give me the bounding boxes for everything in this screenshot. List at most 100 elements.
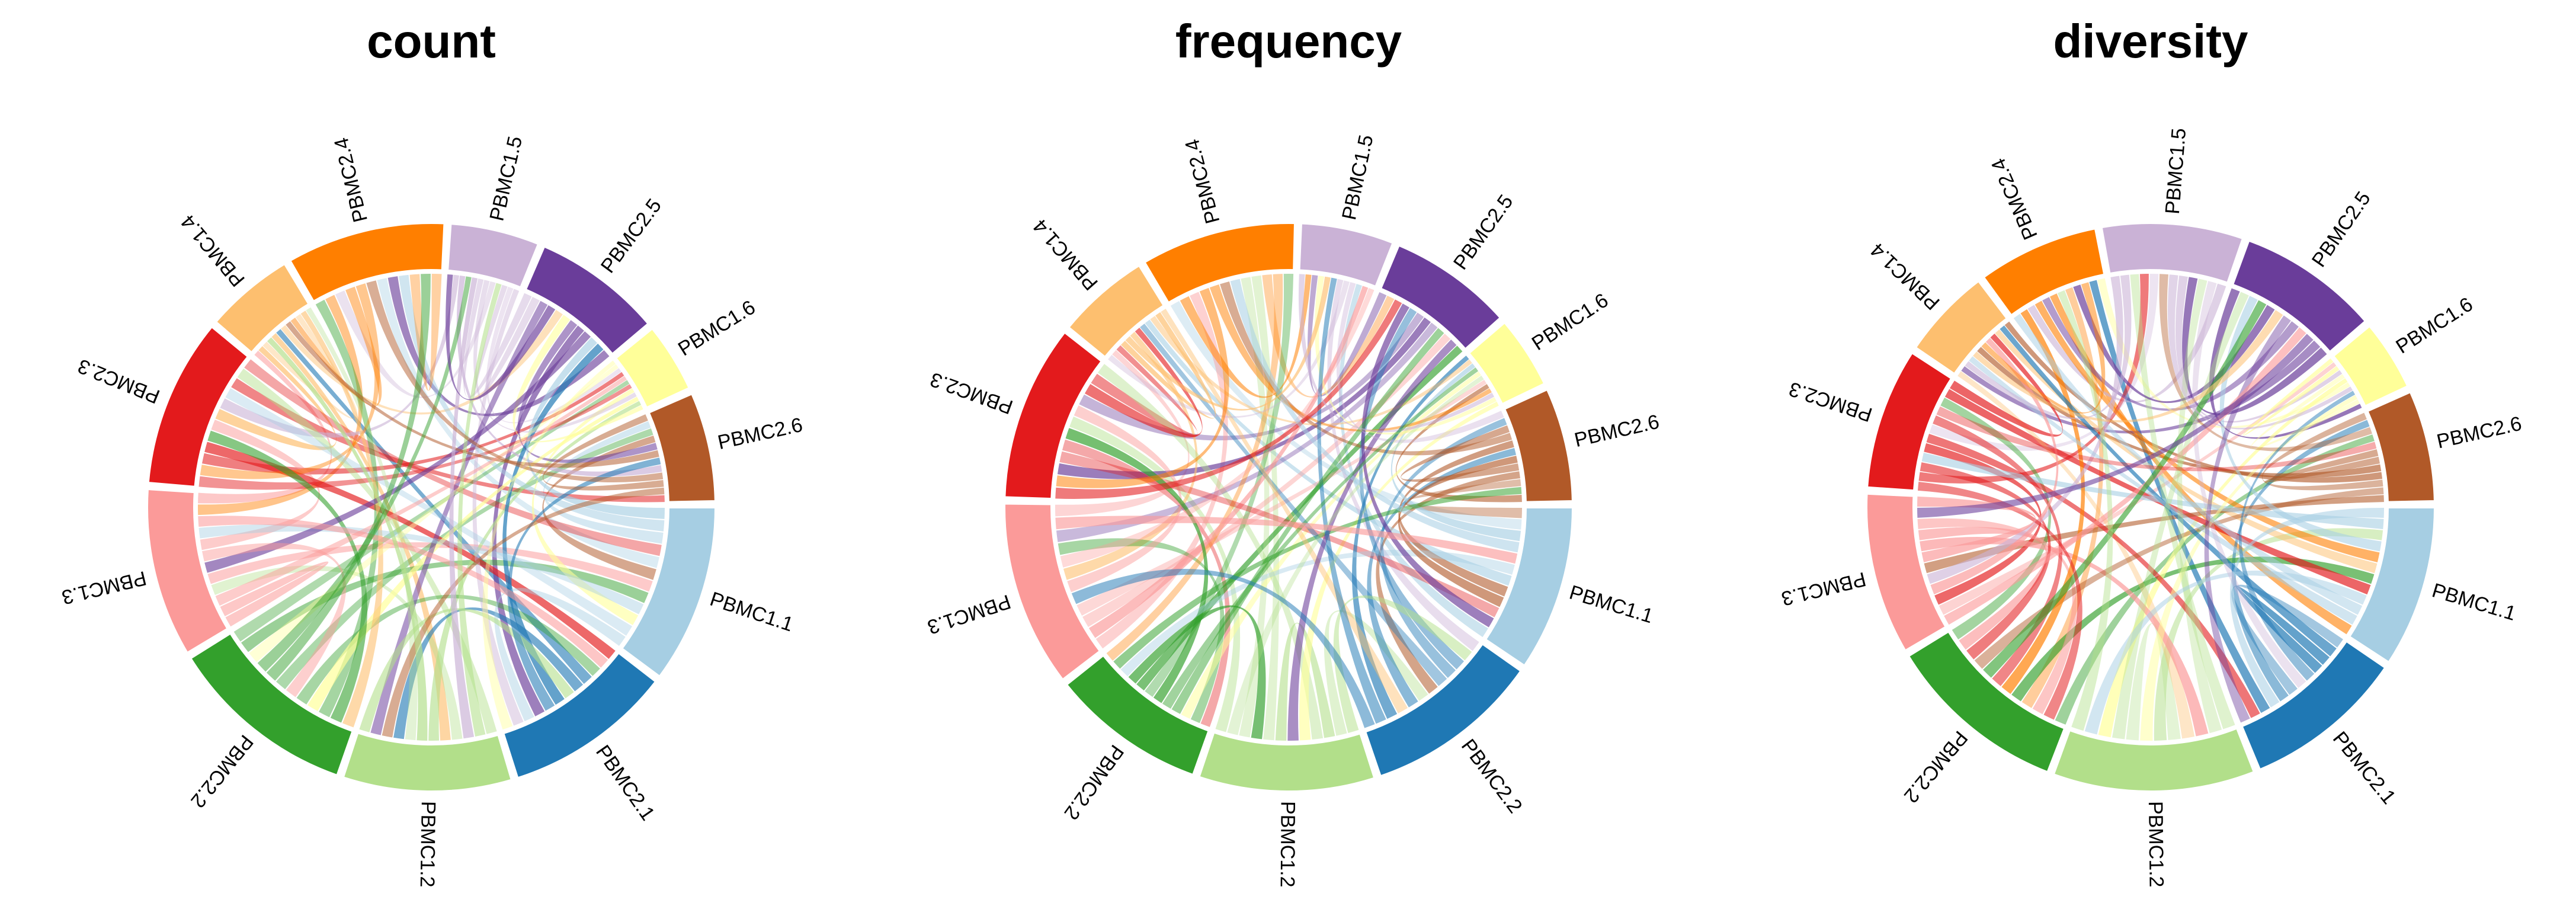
chord-link: [2238, 391, 2356, 681]
chord-link: [2000, 325, 2337, 657]
chord-link: [2011, 556, 2375, 702]
chord-link: [1128, 605, 1266, 740]
sector-arc: [1379, 243, 1502, 351]
sector-arc: [524, 244, 651, 356]
chord-link: [474, 284, 540, 401]
sector-label: PBMC1.4: [1029, 215, 1102, 294]
sector-label: PBMC1.6: [674, 296, 760, 360]
sector-arc: [1142, 222, 1297, 305]
chord-link: [1239, 277, 1270, 738]
chord-link: [1398, 455, 1518, 607]
sector-label: PBMC2.4: [330, 135, 372, 224]
sector-label: PBMC2.3: [75, 354, 163, 408]
chord-link: [2236, 585, 2330, 673]
sector-arc: [1502, 388, 1574, 504]
chord-link: [1405, 479, 1522, 518]
sector-label: PBMC1.2: [416, 801, 440, 888]
chord-link: [1120, 549, 1515, 677]
sector-arc: [1197, 730, 1376, 793]
chord-link: [1944, 389, 2371, 595]
sector-arc: [341, 731, 514, 793]
sector-arc: [1003, 330, 1104, 501]
sector-arc: [1865, 492, 1948, 653]
chord-link: [1917, 496, 2036, 562]
chord-link: [1067, 405, 1182, 593]
chord-link: [2182, 277, 2327, 415]
sector-arc: [647, 392, 717, 504]
chord-link: [1140, 324, 1447, 686]
chord-link: [1327, 279, 1479, 651]
chord-link: [1969, 356, 2357, 625]
chord-link: [543, 414, 664, 491]
chord-link: [1136, 345, 1463, 691]
sector-arc: [446, 222, 540, 290]
sector-arc: [1363, 642, 1523, 778]
sector-arc: [1981, 226, 2106, 318]
chord-link: [2264, 449, 2380, 482]
sector-label: PBMC2.6: [2435, 412, 2524, 453]
sector-arc: [1467, 321, 1547, 407]
chord-link: [393, 607, 584, 740]
sector-arc: [620, 506, 717, 678]
chord-link: [2191, 281, 2306, 689]
sector-arc: [2365, 390, 2436, 504]
chord-link: [526, 337, 665, 519]
sector-label: PBMC1.4: [1866, 238, 1944, 314]
chord-link: [1307, 275, 1387, 396]
sector-label: PBMC2.1: [591, 741, 659, 825]
sector-label: PBMC1.1: [707, 588, 796, 636]
chord-link: [1921, 452, 2384, 529]
chord-links: [1917, 273, 2384, 741]
chord-link: [1940, 398, 2052, 640]
sector-arc: [188, 631, 355, 777]
chord-link: [211, 565, 463, 740]
chord-link: [215, 376, 627, 606]
chord-link: [1275, 622, 1335, 741]
sector-arc: [1064, 653, 1211, 777]
chord-link: [1262, 274, 1395, 398]
chord-link: [202, 543, 347, 697]
chord-link: [1950, 334, 2063, 437]
chord-link: [2112, 292, 2249, 740]
sector-label: PBMC2.5: [597, 194, 666, 277]
sector-label: PBMC1.1: [2430, 579, 2519, 625]
chord-link: [2250, 374, 2360, 449]
chord-link: [1939, 362, 2337, 615]
chord-link: [1929, 273, 2159, 451]
sector-label: PBMC1.3: [925, 590, 1014, 639]
sector-label: PBMC1.3: [1779, 568, 1868, 610]
chord-link: [198, 524, 644, 614]
chord-link: [1299, 401, 1499, 741]
panel-title: count: [367, 15, 496, 68]
chord-link: [1076, 379, 1487, 616]
chord-link: [2126, 623, 2181, 741]
sector-arc: [1484, 506, 1575, 668]
chord-link: [1973, 310, 2283, 423]
chord-link: [290, 286, 382, 407]
chord-link: [262, 314, 358, 420]
chord-link: [446, 274, 556, 401]
chord-link: [2177, 279, 2222, 734]
sector-label: PBMC2.4: [1987, 155, 2042, 243]
chord-link: [249, 364, 619, 662]
sector-label: PBMC2.5: [1449, 191, 1517, 274]
chord-link: [1055, 350, 1190, 517]
chord-links: [198, 274, 665, 741]
sector-label: PBMC1.5: [485, 134, 527, 223]
sector-arc: [2239, 639, 2388, 772]
sector-label: PBMC2.3: [927, 368, 1016, 418]
chord-link: [1120, 312, 1216, 419]
chord-link: [200, 420, 321, 550]
chord-link: [1317, 277, 1386, 724]
chord-link: [1401, 425, 1520, 482]
sector-label: PBMC1.4: [177, 210, 249, 291]
chord-link: [370, 300, 548, 735]
sector-label: PBMC2.2: [1060, 741, 1128, 824]
chord-link: [220, 561, 329, 627]
chord-link: [1082, 334, 1451, 628]
chord-link: [1924, 495, 2384, 574]
chord-link: [233, 380, 630, 642]
sector-arc: [1913, 279, 2009, 376]
chord-link: [215, 346, 337, 450]
